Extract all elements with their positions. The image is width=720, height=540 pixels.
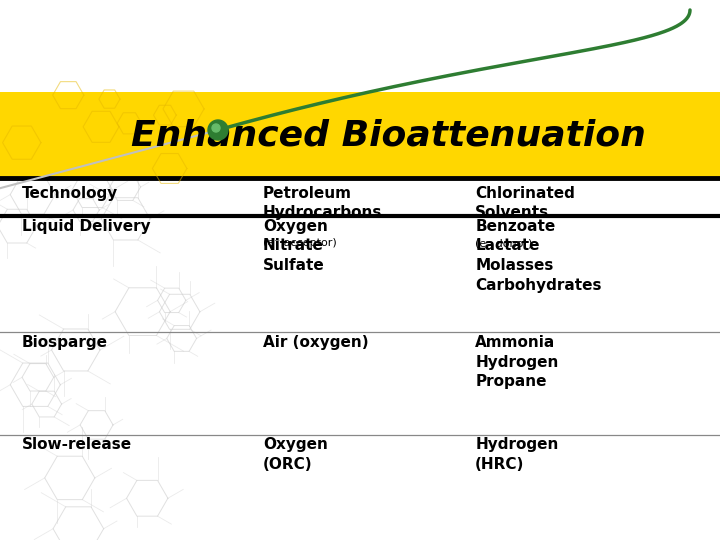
Text: Benzoate
Lactate
Molasses
Carbohydrates: Benzoate Lactate Molasses Carbohydrates (475, 219, 602, 293)
Text: Ammonia
Hydrogen
Propane: Ammonia Hydrogen Propane (475, 335, 559, 389)
Text: Oxygen
Nitrate
Sulfate: Oxygen Nitrate Sulfate (263, 219, 328, 273)
Text: Enhanced Bioattenuation: Enhanced Bioattenuation (131, 118, 647, 152)
Circle shape (208, 120, 228, 140)
Text: Technology: Technology (22, 186, 118, 201)
Text: Biosparge: Biosparge (22, 335, 107, 350)
Text: Air (oxygen): Air (oxygen) (263, 335, 369, 350)
Text: Oxygen
(ORC): Oxygen (ORC) (263, 437, 328, 472)
Text: (e⁻ acceptor): (e⁻ acceptor) (263, 238, 336, 248)
Text: Petroleum
Hydrocarbons: Petroleum Hydrocarbons (263, 186, 382, 220)
Text: Chlorinated
Solvents: Chlorinated Solvents (475, 186, 575, 220)
Text: Hydrogen
(HRC): Hydrogen (HRC) (475, 437, 559, 472)
Bar (0, 92, 720, 178)
Text: Liquid Delivery: Liquid Delivery (22, 219, 150, 234)
Text: (e⁻ donor): (e⁻ donor) (475, 238, 533, 248)
Circle shape (212, 124, 220, 132)
Text: Slow-release: Slow-release (22, 437, 132, 453)
